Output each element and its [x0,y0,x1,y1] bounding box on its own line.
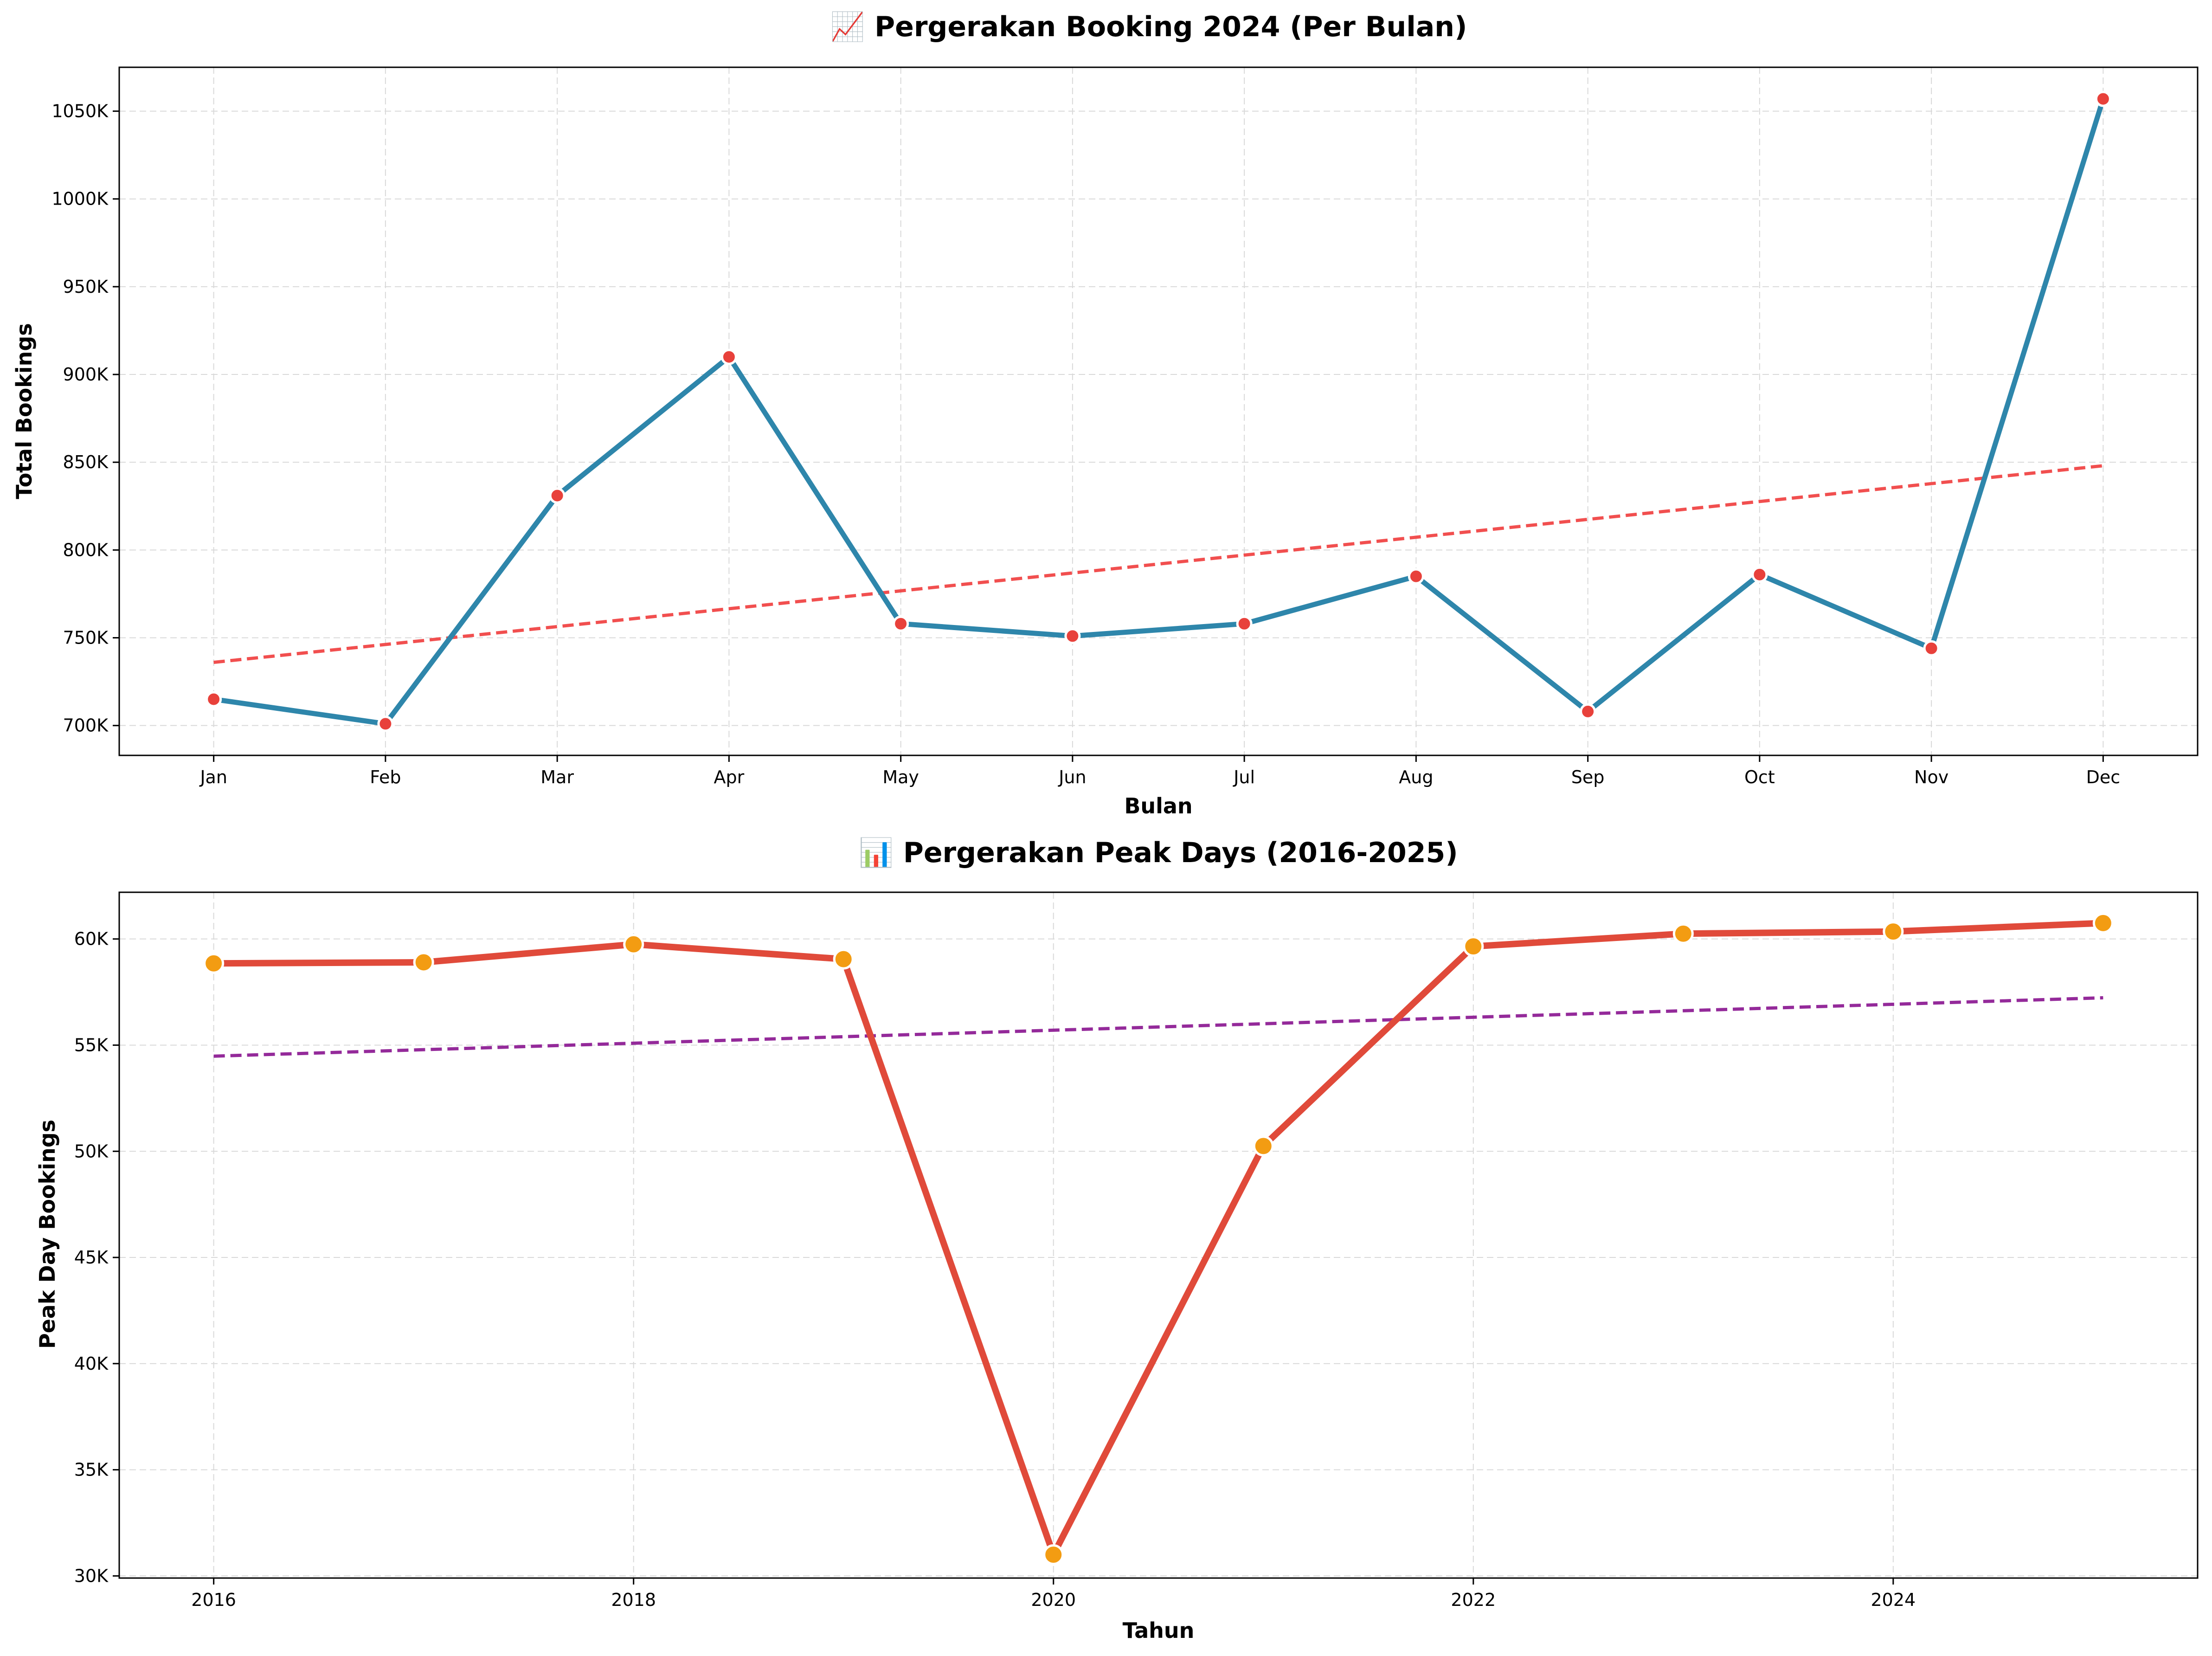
x-tick-label: 2024 [1871,1590,1916,1610]
peak-trend-line [213,996,2103,1058]
x-tick-label: Nov [1914,767,1948,787]
y-tick-label: 45K [74,1247,109,1268]
y-tick-label: 50K [74,1141,109,1161]
peak-y-axis-label: Peak Day Bookings [35,1120,60,1349]
data-point [1580,703,1596,720]
x-tick-label: Dec [2086,767,2121,787]
data-point [2092,912,2114,934]
y-tick-label: 700K [63,715,109,736]
x-tick-label: May [882,767,919,787]
monthly-chart-grid [119,67,2198,755]
x-tick-label: 2020 [1031,1590,1076,1610]
data-point [377,715,394,732]
peak-x-axis-ticks: 2016 2018 2020 2022 2024 [191,1578,1916,1610]
y-tick-label: 850K [63,452,109,472]
data-point [206,691,222,708]
peak-y-axis-ticks: 30K 35K 40K 45K 50K 55K 60K [74,929,119,1586]
data-point [1253,1135,1274,1157]
x-tick-label: Sep [1571,767,1605,787]
peak-chart-frame [118,891,2199,1579]
trend-line [213,464,2103,664]
trend-line [213,996,2103,1058]
peak-days-chart: 📊 Pergerakan Peak Days (2016-2025) 30K 35… [35,837,2199,1643]
data-point [203,953,225,974]
x-tick-label: Jan [199,767,227,787]
data-point [1463,936,1484,957]
x-tick-label: Jun [1058,767,1086,787]
data-point [1751,566,1768,583]
x-tick-label: Feb [370,767,401,787]
y-tick-label: 800K [63,540,109,560]
y-tick-label: 40K [74,1353,109,1374]
data-point [1408,568,1424,585]
monthly-bookings-chart: 📈 Pergerakan Booking 2024 (Per Bulan) 70… [12,11,2199,818]
x-tick-label: Aug [1399,767,1433,787]
data-point [720,348,737,365]
y-tick-label: 900K [63,364,109,385]
data-point [2095,90,2111,107]
series-line [211,96,2106,727]
data-point [1672,923,1694,944]
series-line [210,920,2107,1558]
y-tick-label: 750K [63,628,109,648]
data-point [549,487,566,504]
peak-x-axis-label: Tahun [1123,1618,1195,1643]
x-tick-label: 2022 [1451,1590,1496,1610]
x-tick-label: Apr [714,767,745,787]
peak-days-series [203,912,2114,1566]
monthly-trend-line [213,464,2103,664]
x-tick-label: Mar [540,767,574,787]
monthly-chart-frame [118,66,2199,756]
y-tick-label: 30K [74,1566,109,1586]
data-point [893,615,909,632]
x-tick-label: 2016 [191,1590,236,1610]
monthly-bookings-series [206,90,2111,732]
data-point [1043,1544,1064,1566]
data-point [1883,921,1904,942]
monthly-chart-title: 📈 Pergerakan Booking 2024 (Per Bulan) [830,11,1467,43]
y-tick-label: 55K [74,1035,109,1055]
y-tick-label: 35K [74,1460,109,1480]
peak-chart-grid [119,892,2198,1578]
x-tick-label: Oct [1744,767,1775,787]
data-point [1236,615,1253,632]
data-point [833,948,854,970]
peak-chart-title: 📊 Pergerakan Peak Days (2016-2025) [859,837,1458,869]
data-point [413,952,434,973]
data-point [1064,628,1081,644]
data-point [623,934,644,955]
monthly-y-axis-ticks: 700K 750K 800K 850K 900K 950K 1000K 1050K [51,101,119,736]
data-point [1923,640,1940,657]
y-tick-label: 1000K [51,189,109,209]
monthly-x-axis-ticks: Jan Feb Mar Apr May Jun Jul Aug Sep Oct Nov Dec [199,755,2120,787]
y-tick-label: 1050K [51,101,109,122]
x-tick-label: Jul [1233,767,1255,787]
y-tick-label: 950K [63,277,109,297]
x-tick-label: 2018 [611,1590,656,1610]
y-tick-label: 60K [74,929,109,949]
monthly-x-axis-label: Bulan [1124,793,1192,818]
monthly-y-axis-label: Total Bookings [12,323,37,499]
